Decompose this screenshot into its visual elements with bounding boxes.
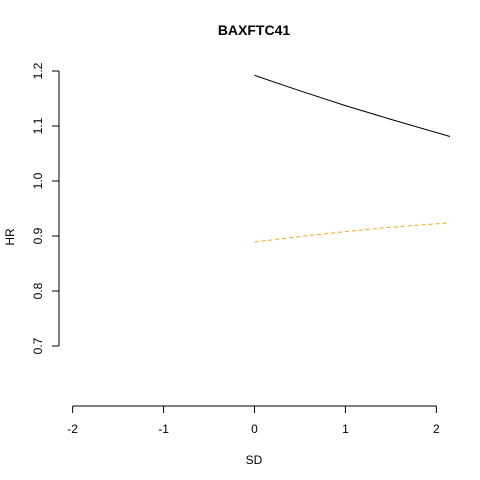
series-line-2: [255, 223, 451, 242]
y-tick-label: 0.9: [31, 227, 45, 244]
series-line-1: [255, 75, 451, 136]
y-axis: 0.7 0.8 0.9 1.0 1.1 1.2: [31, 62, 59, 354]
y-tick-label: 1.2: [31, 62, 45, 79]
x-tick-label: 0: [251, 422, 258, 436]
x-tick-label: 1: [342, 422, 349, 436]
x-tick-label: 2: [433, 422, 440, 436]
series-layer: [255, 75, 451, 242]
x-axis-label: SD: [246, 453, 263, 467]
x-tick-label: -2: [67, 422, 78, 436]
y-tick-label: 0.7: [31, 337, 45, 354]
y-axis-label: HR: [3, 228, 17, 246]
chart-title: BAXFTC41: [218, 22, 291, 38]
y-tick-label: 1.1: [31, 117, 45, 134]
x-tick-label: -1: [158, 422, 169, 436]
x-axis: -2 -1 0 1 2: [67, 406, 440, 436]
y-tick-label: 1.0: [31, 172, 45, 189]
y-tick-label: 0.8: [31, 282, 45, 299]
